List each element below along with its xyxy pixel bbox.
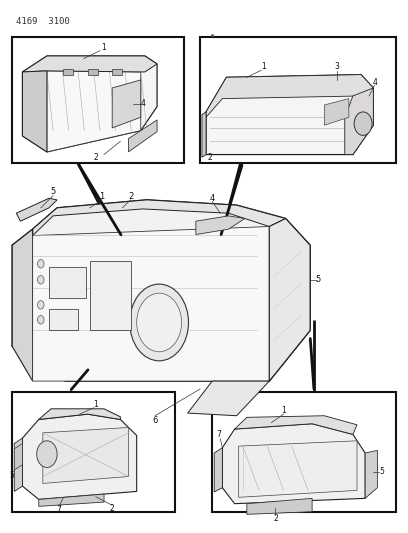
Text: 5: 5: [51, 188, 55, 196]
Bar: [49, 309, 78, 330]
Bar: [88, 69, 98, 75]
Bar: [90, 261, 131, 330]
Text: 1: 1: [261, 62, 266, 71]
Text: 1: 1: [93, 400, 98, 409]
Bar: [12, 392, 175, 512]
Bar: [112, 69, 122, 75]
Polygon shape: [22, 56, 157, 72]
Bar: [49, 266, 86, 298]
Polygon shape: [206, 75, 373, 155]
Polygon shape: [33, 200, 286, 236]
Polygon shape: [12, 229, 33, 381]
Polygon shape: [14, 443, 22, 470]
Bar: [12, 37, 184, 163]
Polygon shape: [206, 75, 373, 117]
Text: 4: 4: [210, 194, 215, 203]
Text: 7: 7: [57, 505, 62, 514]
Text: 6: 6: [152, 416, 158, 424]
Polygon shape: [222, 424, 365, 504]
Text: 2: 2: [110, 504, 115, 513]
Text: 1: 1: [100, 192, 104, 200]
Circle shape: [38, 276, 44, 284]
Polygon shape: [39, 409, 120, 419]
Text: 1: 1: [102, 44, 106, 52]
Polygon shape: [39, 494, 104, 506]
Circle shape: [38, 316, 44, 324]
Polygon shape: [129, 120, 157, 152]
Bar: [212, 392, 396, 512]
Circle shape: [38, 260, 44, 268]
Text: 4169  3100: 4169 3100: [16, 17, 70, 26]
Circle shape: [130, 284, 188, 361]
Polygon shape: [47, 71, 141, 152]
Text: 2: 2: [208, 153, 213, 161]
Text: 2: 2: [128, 192, 133, 200]
Polygon shape: [22, 414, 137, 499]
Polygon shape: [324, 99, 349, 125]
Polygon shape: [239, 441, 357, 497]
Circle shape: [137, 293, 182, 352]
Polygon shape: [16, 198, 57, 221]
Circle shape: [38, 301, 44, 309]
Polygon shape: [43, 427, 129, 483]
Text: 5: 5: [316, 276, 321, 284]
Polygon shape: [112, 80, 141, 128]
Text: 3: 3: [334, 62, 339, 71]
Polygon shape: [269, 219, 310, 381]
Text: 4: 4: [373, 78, 378, 87]
Circle shape: [354, 112, 372, 135]
Text: 7: 7: [216, 430, 221, 439]
Polygon shape: [12, 200, 310, 381]
Text: 5: 5: [379, 467, 384, 476]
Polygon shape: [14, 438, 22, 491]
Text: 4: 4: [140, 100, 145, 108]
Polygon shape: [196, 216, 245, 235]
Polygon shape: [247, 498, 312, 514]
Text: 2: 2: [273, 514, 278, 523]
Polygon shape: [235, 416, 357, 434]
Polygon shape: [22, 56, 157, 152]
Polygon shape: [188, 381, 269, 416]
Polygon shape: [202, 112, 206, 157]
Text: 1: 1: [281, 406, 286, 415]
Polygon shape: [345, 88, 373, 155]
Polygon shape: [214, 448, 222, 492]
Circle shape: [37, 441, 57, 467]
Bar: [63, 69, 73, 75]
Polygon shape: [33, 227, 269, 381]
Bar: [200, 37, 396, 163]
Text: 2: 2: [93, 153, 98, 161]
Polygon shape: [365, 450, 377, 498]
Text: 5: 5: [9, 471, 14, 480]
Polygon shape: [22, 71, 47, 152]
